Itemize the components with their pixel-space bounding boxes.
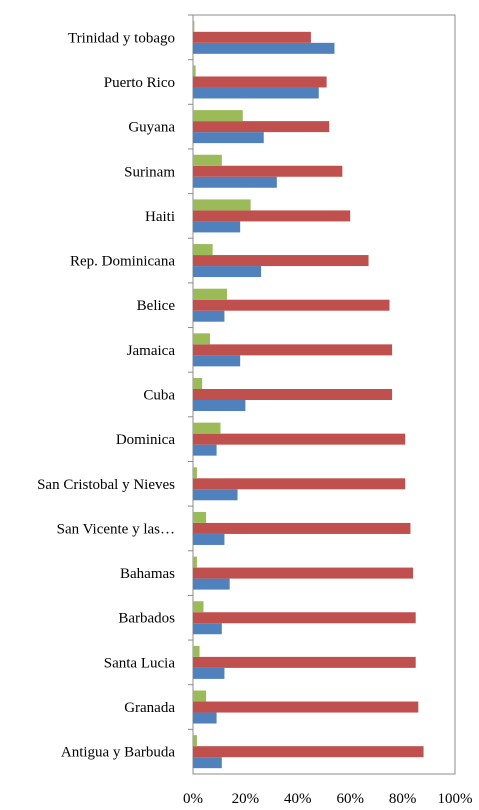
bar-series-1-12 bbox=[193, 578, 230, 590]
category-label: Santa Lucia bbox=[104, 655, 176, 671]
bar-series-2-3 bbox=[193, 165, 343, 177]
category-label: Antigua y Barbuda bbox=[61, 745, 175, 761]
x-tick-label: 40% bbox=[284, 791, 312, 807]
bar-series-1-7 bbox=[193, 355, 241, 367]
bar-series-2-2 bbox=[193, 121, 330, 133]
bar-series-3-5 bbox=[193, 244, 213, 256]
bar-series-3-9 bbox=[193, 422, 221, 434]
category-label: Rep. Dominicana bbox=[70, 254, 175, 270]
bar-series-2-0 bbox=[193, 31, 311, 43]
bar-series-3-6 bbox=[193, 288, 228, 300]
bar-series-3-3 bbox=[193, 154, 222, 166]
bar-series-2-13 bbox=[193, 612, 416, 624]
bar-series-2-10 bbox=[193, 478, 406, 490]
bar-series-1-0 bbox=[193, 42, 335, 54]
bars-layer bbox=[193, 20, 424, 769]
x-tick-label: 20% bbox=[232, 791, 260, 807]
category-label: Haiti bbox=[145, 209, 175, 225]
bar-series-3-8 bbox=[193, 378, 203, 389]
category-label: Trinidad y tobago bbox=[68, 30, 175, 46]
category-label: Guyana bbox=[128, 120, 175, 136]
bar-series-3-16 bbox=[193, 735, 197, 747]
category-label: Granada bbox=[124, 700, 175, 716]
bar-series-1-2 bbox=[193, 132, 264, 144]
bar-series-3-7 bbox=[193, 333, 211, 345]
bar-series-3-13 bbox=[193, 601, 204, 613]
bar-series-2-12 bbox=[193, 567, 414, 579]
x-tick-label: 60% bbox=[336, 791, 364, 807]
bar-series-2-9 bbox=[193, 433, 406, 445]
bar-series-1-5 bbox=[193, 266, 262, 278]
bar-series-2-5 bbox=[193, 255, 369, 267]
bar-series-2-6 bbox=[193, 299, 390, 311]
category-label: Bahamas bbox=[120, 566, 175, 582]
x-axis-ticks: 0% 20% 40% 60% 80% 100% bbox=[183, 791, 473, 807]
category-label: San Cristobal y Nieves bbox=[37, 477, 175, 493]
x-tick-label: 0% bbox=[183, 791, 203, 807]
bar-series-3-15 bbox=[193, 690, 207, 702]
bar-series-1-13 bbox=[193, 623, 222, 635]
category-label: Belice bbox=[137, 298, 176, 314]
category-label: Surinam bbox=[124, 164, 175, 180]
category-label: Puerto Rico bbox=[104, 75, 175, 91]
category-label: Cuba bbox=[143, 388, 175, 404]
category-labels: Trinidad y tobago Puerto Rico Guyana Surina… bbox=[37, 14, 193, 761]
bar-series-1-10 bbox=[193, 489, 238, 501]
bar-series-2-15 bbox=[193, 701, 419, 713]
category-label: San Vicente y las… bbox=[57, 521, 175, 537]
bar-series-1-3 bbox=[193, 176, 277, 188]
bar-series-1-1 bbox=[193, 87, 319, 99]
x-tick-label: 100% bbox=[438, 791, 473, 807]
bar-series-2-11 bbox=[193, 522, 411, 534]
category-label: Dominica bbox=[116, 432, 175, 448]
bar-series-3-10 bbox=[193, 467, 197, 479]
bar-series-3-4 bbox=[193, 199, 251, 211]
bar-series-3-1 bbox=[193, 65, 196, 77]
bar-series-2-7 bbox=[193, 344, 393, 356]
bar-series-1-11 bbox=[193, 533, 225, 545]
bar-series-3-11 bbox=[193, 511, 207, 523]
bar-series-2-16 bbox=[193, 746, 424, 758]
bar-series-2-14 bbox=[193, 656, 416, 668]
bar-series-1-16 bbox=[193, 757, 222, 769]
bar-series-1-9 bbox=[193, 444, 217, 456]
bar-series-1-4 bbox=[193, 221, 241, 233]
bar-series-3-14 bbox=[193, 645, 200, 657]
bar-series-3-0 bbox=[193, 20, 195, 32]
bar-series-3-12 bbox=[193, 556, 197, 568]
bar-series-1-6 bbox=[193, 310, 225, 322]
bar-series-2-1 bbox=[193, 76, 327, 88]
x-tick-label: 80% bbox=[389, 791, 417, 807]
category-label: Jamaica bbox=[127, 343, 176, 359]
bar-series-3-2 bbox=[193, 110, 243, 122]
category-label: Barbados bbox=[118, 611, 175, 627]
bar-series-2-4 bbox=[193, 210, 351, 222]
bar-series-1-8 bbox=[193, 400, 246, 411]
bar-series-1-14 bbox=[193, 667, 225, 679]
bar-series-2-8 bbox=[193, 389, 393, 400]
bar-series-1-15 bbox=[193, 712, 217, 724]
